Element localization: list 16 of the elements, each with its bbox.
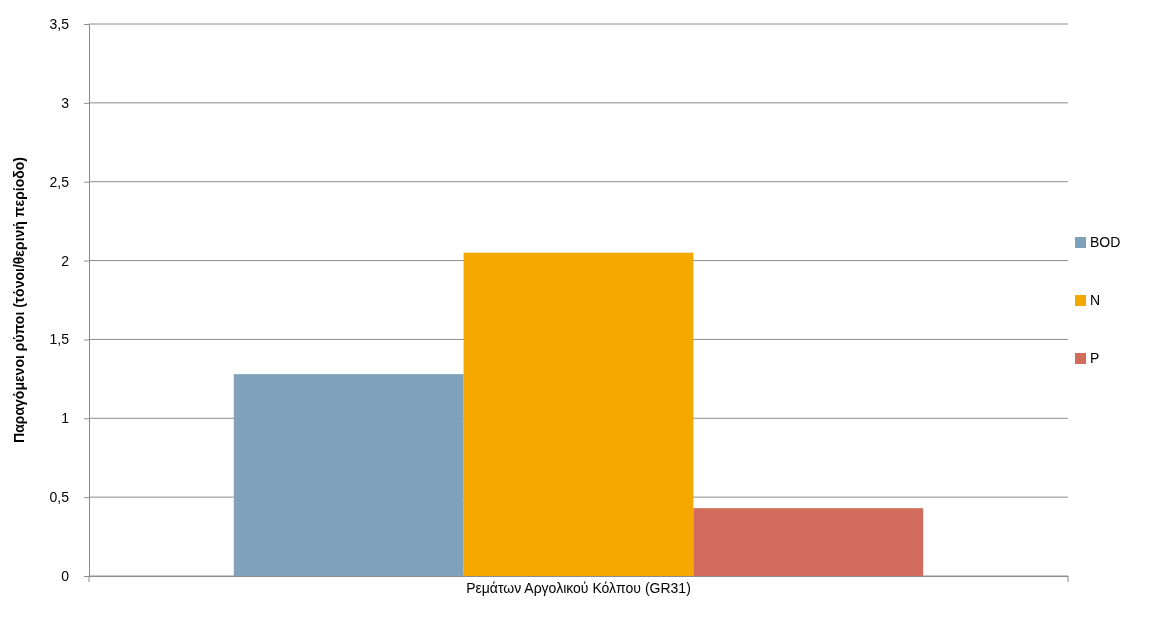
y-tick-label: 0 xyxy=(61,567,70,584)
y-tick-label: 2,5 xyxy=(49,173,70,190)
y-tick-label: 1,5 xyxy=(49,331,70,348)
x-tick-label: Ρεμάτων Αργολικού Κόλπου (GR31) xyxy=(466,580,691,596)
y-tick-label: 3 xyxy=(61,94,70,111)
y-tick-label: 1 xyxy=(61,410,70,427)
y-axis-title: Παραγόμενοι ρύποι (τόνοι/θερινή περίοδο) xyxy=(11,157,27,443)
bar xyxy=(693,508,924,576)
y-tick-label: 3,5 xyxy=(49,15,70,32)
legend-label: P xyxy=(1090,349,1100,366)
bar xyxy=(233,374,464,576)
y-tick-label: 2 xyxy=(61,252,70,269)
bar xyxy=(463,252,694,576)
legend-label: N xyxy=(1090,291,1101,308)
legend-label: BOD xyxy=(1090,233,1121,250)
y-tick-label: 0,5 xyxy=(49,489,70,506)
